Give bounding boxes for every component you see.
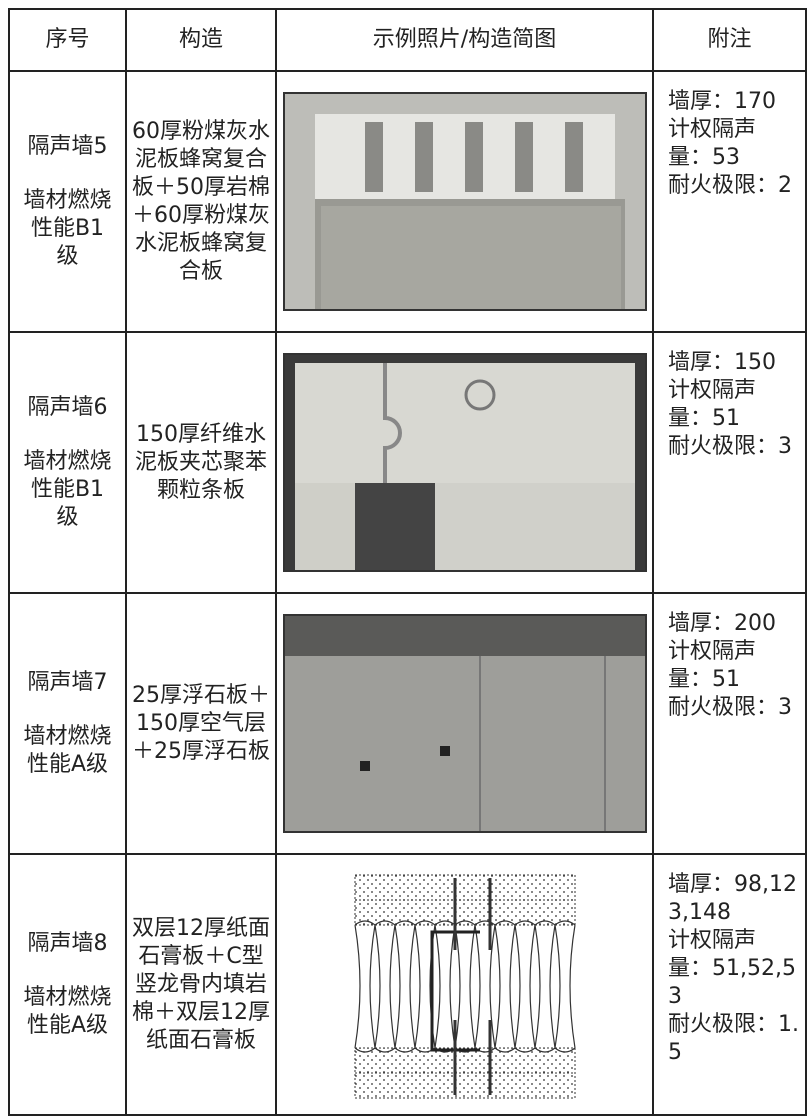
note: 墙厚：150 bbox=[668, 350, 776, 375]
note: 计权隔声量：51 bbox=[668, 378, 757, 431]
note: 计权隔声量：53 bbox=[668, 117, 757, 170]
name-cell: 隔声墙8 墙材燃烧性能A级 bbox=[8, 853, 127, 1116]
note: 耐火极限：2 bbox=[668, 173, 792, 198]
note: 计权隔声量：51,52,53 bbox=[668, 928, 796, 1009]
photo bbox=[282, 92, 647, 311]
table-row: 隔声墙8 墙材燃烧性能A级 双层12厚纸面石膏板＋C型竖龙骨内填岩棉＋双层12厚纸面… bbox=[8, 853, 807, 1116]
notes-cell: 墙厚：150 计权隔声量：51 耐火极限：3 bbox=[652, 331, 807, 594]
fire-rating: 墙材燃烧性能B1级 bbox=[23, 448, 112, 530]
table-row: 隔声墙6 墙材燃烧性能B1级 150厚纤维水泥板夹芯聚苯颗粒条板 墙厚：150 计权隔声… bbox=[8, 331, 807, 594]
wall-name: 隔声墙5 bbox=[27, 133, 108, 159]
table-body: 隔声墙5 墙材燃烧性能B1级 60厚粉煤灰水泥板蜂窝复合板＋50厚岩棉＋60厚粉煤灰… bbox=[8, 70, 807, 1116]
fire-rating: 墙材燃烧性能B1级 bbox=[23, 187, 112, 269]
photo bbox=[282, 353, 647, 572]
note: 墙厚：200 bbox=[668, 611, 776, 636]
table-row: 隔声墙5 墙材燃烧性能B1级 60厚粉煤灰水泥板蜂窝复合板＋50厚岩棉＋60厚粉煤灰… bbox=[8, 70, 807, 333]
construction-cell: 60厚粉煤灰水泥板蜂窝复合板＋50厚岩棉＋60厚粉煤灰水泥板蜂窝复合板 bbox=[125, 70, 277, 333]
header-row: 序号 构造 示例照片/构造简图 附注 bbox=[8, 8, 807, 72]
photo-art bbox=[284, 616, 645, 831]
note: 耐火极限：1.5 bbox=[668, 1012, 799, 1065]
note: 耐火极限：3 bbox=[668, 695, 792, 720]
fire-rating: 墙材燃烧性能A级 bbox=[23, 723, 112, 777]
notes-cell: 墙厚：98,123,148 计权隔声量：51,52,53 耐火极限：1.5 bbox=[652, 853, 807, 1116]
construction-cell: 150厚纤维水泥板夹芯聚苯颗粒条板 bbox=[125, 331, 277, 594]
wall-name: 隔声墙6 bbox=[27, 394, 108, 420]
header-cell: 示例照片/构造简图 bbox=[275, 8, 654, 72]
picture-cell bbox=[275, 853, 654, 1116]
note: 墙厚：98,123,148 bbox=[668, 872, 797, 925]
wall-name: 隔声墙8 bbox=[27, 930, 108, 956]
picture-cell bbox=[275, 70, 654, 333]
note: 墙厚：170 bbox=[668, 89, 776, 114]
construction-cell: 双层12厚纸面石膏板＋C型竖龙骨内填岩棉＋双层12厚纸面石膏板 bbox=[125, 853, 277, 1116]
table-header: 序号 构造 示例照片/构造简图 附注 bbox=[8, 8, 807, 72]
construction-cell: 25厚浮石板＋150厚空气层＋25厚浮石板 bbox=[125, 592, 277, 855]
photo bbox=[282, 614, 647, 833]
header-cell: 构造 bbox=[125, 8, 277, 72]
table-row: 隔声墙7 墙材燃烧性能A级 25厚浮石板＋150厚空气层＋25厚浮石板 墙厚：200 计… bbox=[8, 592, 807, 855]
name-cell: 隔声墙6 墙材燃烧性能B1级 bbox=[8, 331, 127, 594]
picture-cell bbox=[275, 331, 654, 594]
fire-rating: 墙材燃烧性能A级 bbox=[23, 984, 112, 1038]
header-cell: 序号 bbox=[8, 8, 127, 72]
notes-cell: 墙厚：170 计权隔声量：53 耐火极限：2 bbox=[652, 70, 807, 333]
wall-name: 隔声墙7 bbox=[27, 669, 108, 695]
section-diagram bbox=[353, 874, 576, 1098]
page: 序号 构造 示例照片/构造简图 附注 隔声墙5 墙材燃烧性能B1级 60厚粉煤灰水泥… bbox=[8, 8, 807, 1116]
notes-cell: 墙厚：200 计权隔声量：51 耐火极限：3 bbox=[652, 592, 807, 855]
photo-art bbox=[284, 355, 645, 570]
picture-cell bbox=[275, 592, 654, 855]
note: 耐火极限：3 bbox=[668, 434, 792, 459]
wall-table: 序号 构造 示例照片/构造简图 附注 隔声墙5 墙材燃烧性能B1级 60厚粉煤灰水泥… bbox=[8, 8, 807, 1116]
name-cell: 隔声墙7 墙材燃烧性能A级 bbox=[8, 592, 127, 855]
note: 计权隔声量：51 bbox=[668, 639, 757, 692]
header-cell: 附注 bbox=[652, 8, 807, 72]
photo-art bbox=[284, 94, 645, 309]
name-cell: 隔声墙5 墙材燃烧性能B1级 bbox=[8, 70, 127, 333]
